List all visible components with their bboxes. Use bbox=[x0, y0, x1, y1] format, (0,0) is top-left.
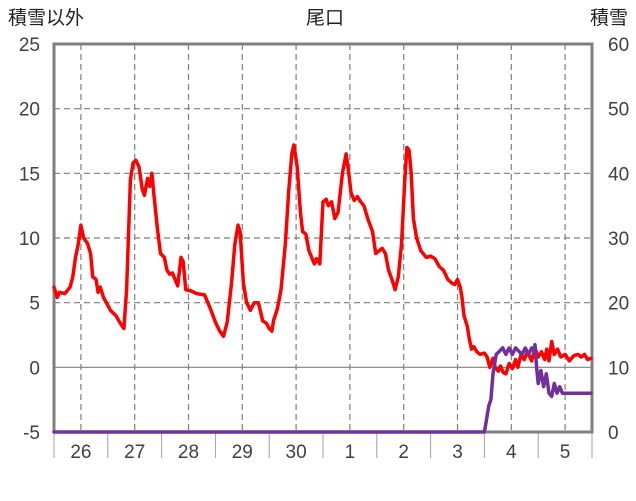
left-tick-label: 5 bbox=[29, 294, 40, 315]
right-tick-label: 40 bbox=[608, 164, 629, 185]
x-tick-labels: 26 27 28 29 30 1 2 3 4 5 bbox=[70, 442, 570, 463]
x-tick-label: 2 bbox=[398, 442, 409, 463]
right-tick-label: 0 bbox=[608, 423, 619, 444]
left-tick-label: -5 bbox=[23, 423, 40, 444]
series-line-1 bbox=[52, 342, 593, 434]
chart-title: 尾口 bbox=[306, 7, 344, 29]
right-tick-label: 30 bbox=[608, 229, 629, 250]
left-tick-label: 15 bbox=[19, 164, 40, 185]
x-tick-label: 5 bbox=[560, 442, 571, 463]
x-tick-label: 27 bbox=[124, 442, 145, 463]
grid-lines bbox=[53, 44, 593, 458]
left-tick-labels: 25 20 15 10 5 0 -5 bbox=[19, 35, 40, 444]
right-tick-label: 50 bbox=[608, 100, 629, 121]
right-tick-labels: 60 50 40 30 20 10 0 bbox=[608, 35, 629, 444]
right-tick-label: 20 bbox=[608, 294, 629, 315]
left-tick-label: 0 bbox=[29, 358, 40, 379]
left-tick-label: 10 bbox=[19, 229, 40, 250]
x-tick-label: 1 bbox=[345, 442, 356, 463]
x-tick-label: 29 bbox=[232, 442, 253, 463]
left-axis-label: 積雪以外 bbox=[8, 7, 84, 29]
x-tick-label: 28 bbox=[178, 442, 199, 463]
right-tick-label: 10 bbox=[608, 358, 629, 379]
x-tick-label: 4 bbox=[506, 442, 517, 463]
x-tick-label: 26 bbox=[70, 442, 91, 463]
left-tick-label: 25 bbox=[19, 35, 40, 56]
right-tick-label: 60 bbox=[608, 35, 629, 56]
series-lines bbox=[52, 143, 593, 434]
left-tick-label: 20 bbox=[19, 100, 40, 121]
x-tick-label: 30 bbox=[286, 442, 307, 463]
right-axis-label: 積雪 bbox=[590, 7, 628, 29]
x-tick-label: 3 bbox=[452, 442, 463, 463]
series-line-0 bbox=[52, 143, 593, 376]
